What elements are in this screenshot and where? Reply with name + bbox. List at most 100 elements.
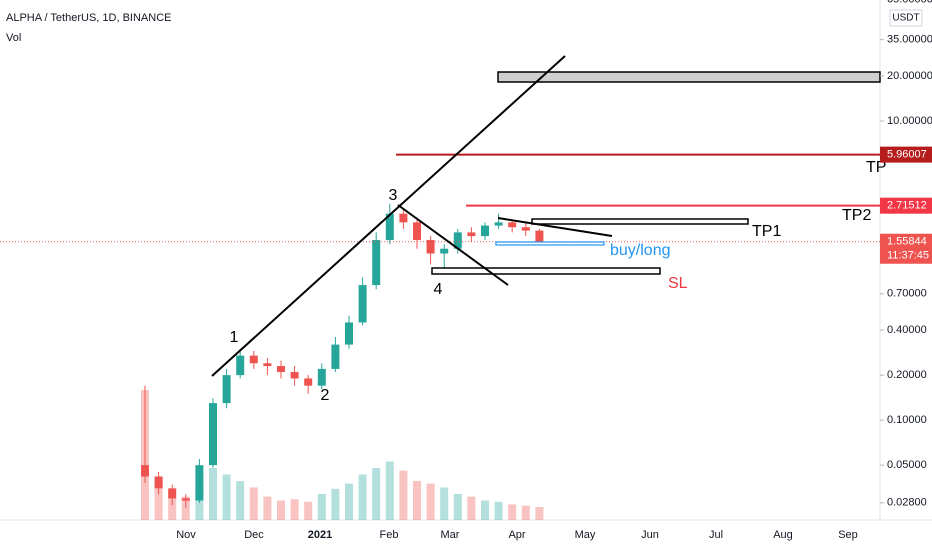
candle-body: [304, 378, 313, 386]
volume-bar: [508, 504, 517, 520]
candle-body: [345, 322, 353, 345]
x-tick-label: Mar: [441, 529, 460, 541]
candle-body: [521, 227, 530, 231]
candle-body: [358, 285, 367, 323]
candle-body: [453, 232, 462, 249]
candle-body: [508, 222, 517, 228]
wave-label: 3: [389, 187, 398, 204]
candle-body: [372, 240, 381, 286]
candle-body: [195, 465, 204, 501]
volume-bar: [304, 501, 313, 520]
volume-bar: [345, 483, 353, 520]
trendline: [497, 217, 613, 237]
buy-zone: [495, 241, 605, 246]
volume-bar: [494, 501, 503, 520]
candle-body: [413, 222, 421, 241]
y-tick-label: 20.00000: [887, 70, 932, 82]
y-tick-label: 0.40000: [887, 324, 927, 336]
candle-body: [317, 368, 326, 386]
volume-bar: [426, 483, 435, 520]
volume-bar: [317, 494, 326, 520]
price-tag-label: 5.96007: [887, 149, 927, 161]
x-tick-label: May: [575, 529, 596, 541]
volume-bar: [181, 496, 190, 520]
target-label: TP1: [752, 223, 781, 240]
wave-label: 4: [434, 281, 443, 298]
zone-box: [497, 71, 881, 83]
candle-body: [467, 232, 476, 237]
volume-bar: [453, 494, 462, 520]
volume-bar: [521, 505, 530, 520]
x-tick-label: 2021: [308, 529, 332, 541]
candle-body: [168, 488, 177, 499]
y-tick-label: 0.70000: [887, 288, 927, 300]
volume-bar: [236, 481, 245, 520]
candle-body: [440, 248, 449, 254]
candle-body: [494, 222, 503, 226]
currency: USDT: [892, 13, 919, 24]
plot: [0, 153, 880, 520]
x-tick-label: Jul: [709, 529, 723, 541]
volume-bar: [290, 499, 299, 520]
x-tick-label: Nov: [176, 529, 196, 541]
y-tick-label: 0.05000: [887, 459, 927, 471]
volume-bar: [209, 468, 217, 520]
last-price-label: 1.55844: [887, 236, 927, 248]
y-tick-label: 35.00000: [887, 34, 932, 46]
x-tick-label: Feb: [380, 529, 399, 541]
x-tick-label: Jun: [641, 529, 659, 541]
trendline: [397, 204, 509, 286]
volume-bar: [277, 500, 285, 520]
volume-bar: [385, 461, 394, 520]
price-tag: [880, 197, 932, 214]
volume-bar: [372, 468, 381, 520]
last-price-tag: [880, 233, 932, 264]
volume-bar: [154, 481, 163, 520]
volume-bar: [249, 487, 258, 520]
volume-bar: [467, 496, 476, 520]
candle-body: [385, 213, 394, 241]
volume-bar: [195, 487, 204, 520]
candle-body: [331, 344, 340, 369]
y-tick-label: 10.00000: [887, 115, 932, 127]
volume-bar: [331, 488, 340, 520]
y-tick-label: 0.10000: [887, 414, 927, 426]
volume-bar: [440, 487, 449, 520]
volume-bar: [481, 500, 489, 520]
wave-label: 2: [321, 387, 330, 404]
volume-bar: [535, 507, 544, 520]
candle-body: [222, 375, 231, 404]
tp1-box: [531, 218, 749, 225]
sl-box: [431, 267, 661, 275]
volume-bar: [263, 496, 272, 520]
candle-body: [290, 371, 299, 379]
candle-body: [249, 355, 258, 364]
x-tick-label: Apr: [508, 529, 525, 541]
candle-body: [263, 363, 272, 367]
volume-bar: [222, 474, 231, 520]
x-tick-label: Dec: [244, 529, 264, 541]
trendline: [211, 55, 566, 377]
target-label: TP: [866, 159, 886, 176]
volume-label: Vol: [6, 32, 21, 44]
chart-title: ALPHA / TetherUS, 1D, BINANCE: [6, 12, 171, 24]
candle-body: [154, 476, 163, 489]
candle-body: [181, 498, 190, 501]
candle-body: [209, 403, 217, 466]
y-tick-label: 0.02800: [887, 497, 927, 509]
sl-label: SL: [668, 275, 688, 292]
wave-label: 1: [230, 329, 239, 346]
buy-label: buy/long: [610, 242, 671, 259]
x-tick-label: Sep: [838, 529, 858, 541]
price-tag-label: 2.71512: [887, 200, 927, 212]
x-tick-label: Aug: [773, 529, 793, 541]
volume-bar: [358, 474, 367, 520]
y-tick-label: 0.20000: [887, 369, 927, 381]
volume-bar: [168, 491, 177, 520]
candle-body: [481, 225, 489, 237]
candle-body: [399, 213, 408, 223]
candle-body: [277, 366, 285, 372]
currency-box: [889, 9, 923, 27]
